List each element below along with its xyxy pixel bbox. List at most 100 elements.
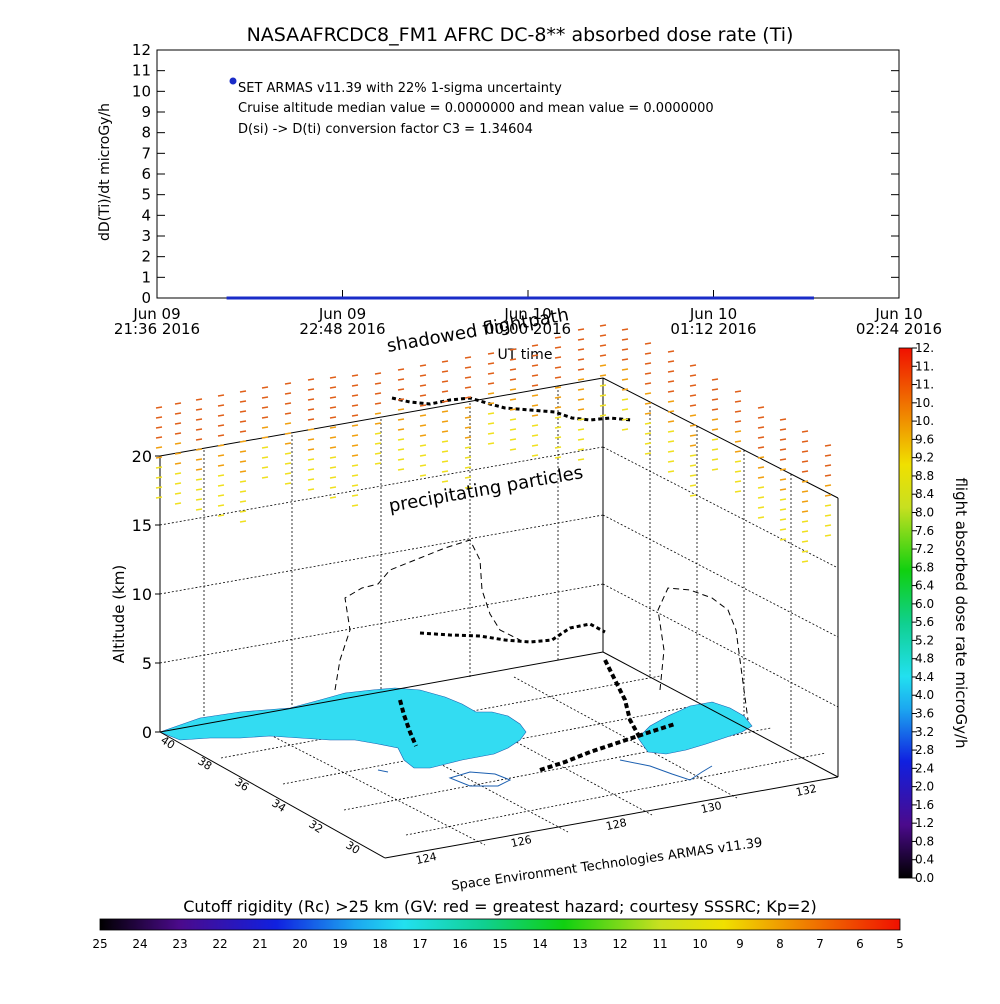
particle-mark xyxy=(464,436,472,439)
particle-mark xyxy=(531,414,539,417)
particle-mark xyxy=(509,348,517,351)
y-tick-label: 11 xyxy=(132,62,151,80)
particle-mark xyxy=(577,368,585,371)
flightpath-ground-shadow xyxy=(398,659,676,772)
particle-mark xyxy=(195,448,203,451)
particle-mark xyxy=(824,454,832,457)
flightpath-dashed-trace xyxy=(334,539,521,691)
particle-mark xyxy=(531,374,539,377)
3d-front-edges xyxy=(159,651,839,859)
legend-series-label: SET ARMAS v11.39 with 22% 1-sigma uncert… xyxy=(238,81,562,96)
particle-mark xyxy=(174,472,182,475)
particle-mark xyxy=(239,520,247,523)
particle-mark xyxy=(801,490,809,493)
particle-mark xyxy=(217,414,225,417)
particle-mark xyxy=(307,468,315,471)
colorbar-right-tick-label: 0.4 xyxy=(915,853,934,867)
particle-mark xyxy=(239,430,247,433)
colorbar-right-tick-label: 11. xyxy=(915,359,934,373)
particle-mark xyxy=(577,458,585,461)
particle-mark xyxy=(577,348,585,351)
y-tick-label: 7 xyxy=(141,144,151,162)
particle-mark xyxy=(464,376,472,379)
particle-mark xyxy=(689,424,697,427)
particle-mark xyxy=(464,456,472,459)
colorbar-right-tick-label: 0.8 xyxy=(915,834,934,848)
particle-mark xyxy=(217,484,225,487)
particle-mark xyxy=(689,444,697,447)
particle-mark xyxy=(307,388,315,391)
particle-mark xyxy=(577,388,585,391)
particle-mark xyxy=(195,398,203,401)
particle-mark xyxy=(621,388,629,391)
particle-mark xyxy=(374,422,382,425)
particle-mark xyxy=(374,402,382,405)
particle-mark xyxy=(734,470,742,473)
altitude-tick-label: 0 xyxy=(142,723,152,742)
particle-mark xyxy=(757,426,765,429)
particle-mark xyxy=(307,448,315,451)
particle-mark xyxy=(464,486,472,489)
particle-mark xyxy=(464,366,472,369)
colorbar-bottom-tick-label: 18 xyxy=(372,937,387,951)
particle-mark xyxy=(307,398,315,401)
colorbar-right-tick-label: 12. xyxy=(915,341,934,355)
particle-mark xyxy=(419,444,427,447)
floor-grid-line xyxy=(343,727,772,811)
particle-mark xyxy=(509,398,517,401)
particle-mark xyxy=(667,440,675,443)
particle-mark xyxy=(667,380,675,383)
colorbar-right-tick-label: 8.4 xyxy=(915,487,934,501)
colorbar-right-tick-label: 9.2 xyxy=(915,451,934,465)
3d-edge-floor-right xyxy=(602,651,839,778)
latitude-tick-label: 36 xyxy=(232,776,251,794)
particle-mark xyxy=(397,368,405,371)
particle-mark xyxy=(217,454,225,457)
colorbar-bottom-tick-label: 5 xyxy=(896,937,904,951)
particle-mark xyxy=(801,460,809,463)
particle-mark xyxy=(509,358,517,361)
particle-mark xyxy=(801,440,809,443)
particle-mark xyxy=(599,354,607,357)
particle-mark xyxy=(155,426,163,429)
particle-mark xyxy=(374,412,382,415)
particle-mark xyxy=(531,404,539,407)
colorbar-bottom-tick-label: 23 xyxy=(172,937,187,951)
particle-mark xyxy=(801,560,809,563)
3d-edge-floor-back xyxy=(159,651,604,733)
particle-mark xyxy=(734,440,742,443)
particle-mark xyxy=(261,466,269,469)
wall-grid-alt-10 xyxy=(159,514,604,595)
chart-title: NASAAFRCDC8_FM1 AFRC DC-8** absorbed dos… xyxy=(247,24,794,46)
particle-mark xyxy=(621,338,629,341)
particle-mark xyxy=(824,464,832,467)
altitude-tick-label: 10 xyxy=(132,585,152,604)
colorbar-right-tick-label: 8.8 xyxy=(915,469,934,483)
particle-mark xyxy=(644,382,652,385)
x-tick-label-time: 01:12 2016 xyxy=(670,320,756,338)
particle-mark xyxy=(509,448,517,451)
particle-mark xyxy=(487,432,495,435)
particle-mark xyxy=(824,444,832,447)
particle-mark xyxy=(644,412,652,415)
particle-mark xyxy=(195,498,203,501)
altitude-axis-label: Altitude (km) xyxy=(110,565,128,663)
colorbar-bottom: Cutoff rigidity (Rc) >25 km (GV: red = g… xyxy=(92,897,903,951)
particle-mark xyxy=(174,502,182,505)
particle-mark xyxy=(307,488,315,491)
particle-mark xyxy=(351,384,359,387)
particle-mark xyxy=(284,452,292,455)
particle-mark xyxy=(351,484,359,487)
x-tick-label-time: 00:00 2016 xyxy=(485,320,571,338)
particle-mark xyxy=(195,478,203,481)
x-tick-label-date: Jun 09 xyxy=(318,305,366,323)
3d-wall-edge xyxy=(159,377,604,457)
x-tick-label-date: Jun 09 xyxy=(132,305,180,323)
3d-wall-gridlines xyxy=(159,386,839,748)
particle-mark xyxy=(531,454,539,457)
particle-mark xyxy=(397,468,405,471)
y-tick-label: 5 xyxy=(141,186,151,204)
particle-mark xyxy=(419,374,427,377)
particle-mark xyxy=(779,458,787,461)
